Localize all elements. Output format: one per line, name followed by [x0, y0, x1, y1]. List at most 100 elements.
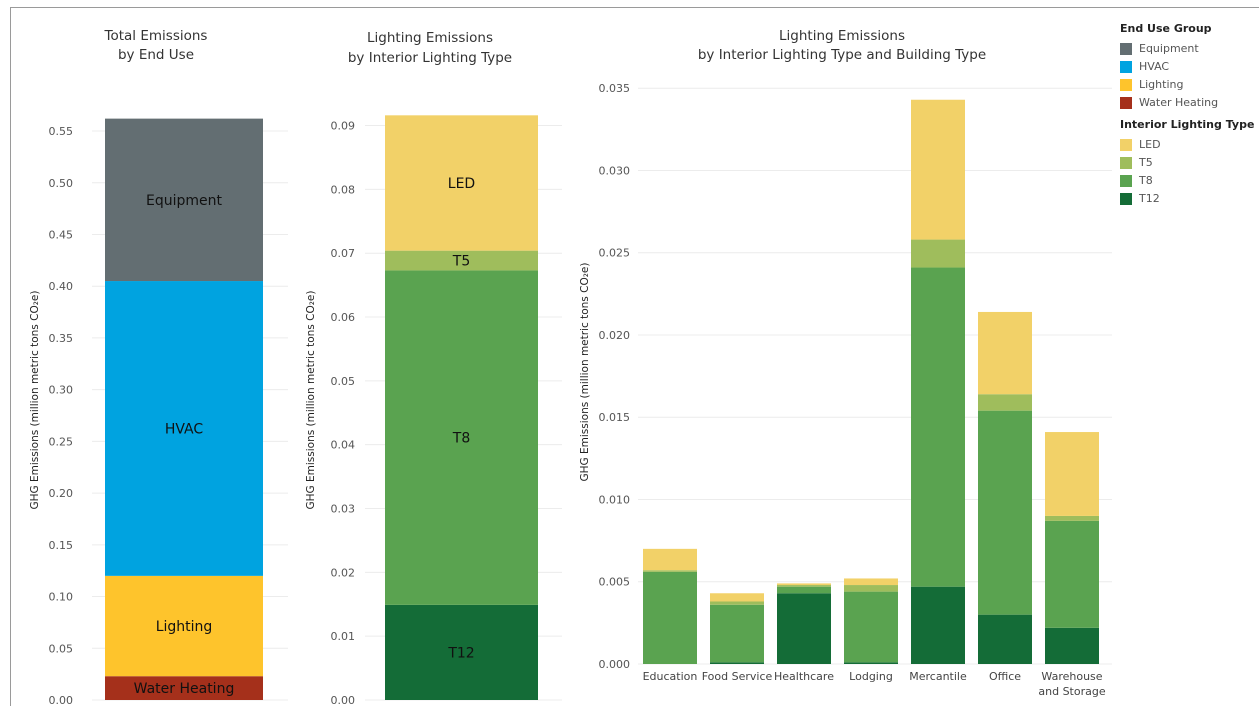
bar-segment-t8	[777, 586, 831, 594]
bar-segment-t5	[385, 250, 538, 271]
bar-segment-led	[978, 311, 1032, 395]
x-category-label: Warehouse	[1041, 670, 1102, 683]
chart-1: Total Emissions by End Use 0.00 0.05 0.10 0.1…	[29, 28, 288, 706]
legend-swatch	[1120, 61, 1132, 73]
y-tick-label: 0.55	[49, 125, 74, 138]
y-tick-label: 0.000	[599, 658, 631, 671]
segment-label: LED	[448, 176, 475, 192]
legend-item[interactable]: LED	[1120, 136, 1255, 154]
bar-segment-t12	[710, 662, 764, 664]
x-category-label: Lodging	[849, 670, 893, 683]
legend-swatch	[1120, 97, 1132, 109]
bar-segment-t12	[844, 662, 898, 664]
bar-segment-t8	[978, 410, 1032, 615]
y-tick-label: 0.07	[331, 247, 356, 260]
y-axis-label: GHG Emissions (million metric tons CO₂e)	[579, 263, 591, 482]
legend-label: LED	[1139, 138, 1161, 151]
y-tick-label: 0.025	[599, 247, 631, 260]
legend-swatch	[1120, 43, 1132, 55]
y-tick-label: 0.01	[331, 630, 356, 643]
segment-label: Lighting	[156, 619, 213, 635]
legend-item[interactable]: Lighting	[1120, 76, 1255, 94]
y-axis-label: GHG Emissions (million metric tons CO₂e)	[305, 291, 317, 510]
y-tick-label: 0.30	[49, 384, 74, 397]
dashboard-border-left	[10, 7, 11, 706]
bar-segment-t5	[844, 585, 898, 592]
bar-segment-t5	[978, 394, 1032, 411]
chart-3: Lighting Emissions by Interior Lighting T…	[579, 28, 1112, 698]
segment-label: HVAC	[165, 421, 204, 437]
legend-swatch	[1120, 193, 1132, 205]
y-tick-label: 0.50	[49, 177, 74, 190]
x-category-label: Mercantile	[909, 670, 967, 683]
y-tick-label: 0.010	[599, 493, 631, 506]
legend-label: Water Heating	[1139, 96, 1219, 109]
bar-segment-led	[1045, 432, 1099, 516]
bar-segment-t8	[710, 604, 764, 663]
bar-segment-hvac	[105, 281, 263, 576]
legend-swatch	[1120, 175, 1132, 187]
segment-label: Equipment	[146, 193, 223, 209]
legend-item[interactable]: T12	[1120, 190, 1255, 208]
chart-title-line: by End Use	[118, 47, 194, 63]
legend-item[interactable]: Equipment	[1120, 40, 1255, 58]
legend-item[interactable]: T5	[1120, 154, 1255, 172]
y-tick-label: 0.00	[331, 694, 356, 706]
y-tick-label: 0.08	[331, 183, 356, 196]
x-category-label: Food Service	[702, 670, 773, 683]
y-tick-label: 0.25	[49, 435, 74, 448]
bar-segment-led	[710, 593, 764, 602]
legend-title: End Use Group	[1120, 22, 1212, 35]
chart-title-line: by Interior Lighting Type	[348, 50, 512, 66]
chart-title-line: Lighting Emissions	[367, 30, 493, 46]
chart-title-line: Total Emissions	[104, 28, 208, 44]
bar-segment-t12	[1045, 627, 1099, 664]
bar-segment-t5	[710, 601, 764, 605]
bar-segment-equipment	[105, 118, 263, 282]
y-tick-label: 0.10	[49, 591, 74, 604]
bar-segment-t5	[1045, 515, 1099, 521]
chart-2: Lighting Emissions by Interior Lighting T…	[305, 30, 562, 706]
legend-item[interactable]: HVAC	[1120, 58, 1255, 76]
y-tick-label: 0.00	[49, 694, 74, 706]
y-tick-label: 0.030	[599, 164, 631, 177]
x-category-label: and Storage	[1038, 685, 1105, 698]
legend-item[interactable]: T8	[1120, 172, 1255, 190]
y-tick-label: 0.035	[599, 82, 631, 95]
segment-label: T8	[452, 431, 470, 447]
segment-label: T12	[447, 645, 474, 661]
y-tick-label: 0.06	[331, 311, 356, 324]
chart-title-line: by Interior Lighting Type and Building T…	[698, 47, 986, 63]
legend-label: Equipment	[1139, 42, 1199, 55]
bar-segment-t8	[911, 267, 965, 587]
legend-item[interactable]: Water Heating	[1120, 94, 1255, 112]
legend-title: Interior Lighting Type	[1120, 118, 1255, 131]
y-tick-label: 0.015	[599, 411, 631, 424]
legend-label: T5	[1139, 156, 1153, 169]
y-tick-label: 0.09	[331, 120, 356, 133]
bar-segment-t8	[385, 270, 538, 605]
bar-segment-t8	[844, 591, 898, 663]
bar-segment-t5	[911, 239, 965, 268]
legend-swatch	[1120, 139, 1132, 151]
bar-segment-t5	[643, 570, 697, 572]
bar-segment-water-heating	[105, 676, 263, 700]
y-tick-label: 0.03	[331, 503, 356, 516]
bar-segment-t8	[1045, 520, 1099, 628]
y-tick-label: 0.40	[49, 280, 74, 293]
legend-label: T12	[1139, 192, 1160, 205]
segment-label: Water Heating	[134, 681, 235, 697]
y-tick-label: 0.02	[331, 566, 356, 579]
bar-segment-t8	[643, 571, 697, 664]
y-tick-label: 0.005	[599, 576, 631, 589]
bar-segment-led	[385, 115, 538, 251]
bar-segment-led	[844, 578, 898, 586]
y-tick-label: 0.05	[49, 642, 74, 655]
chart-title-line: Lighting Emissions	[779, 28, 905, 44]
dashboard-border-top	[10, 7, 1259, 8]
segment-label: T5	[452, 254, 470, 270]
x-category-label: Office	[989, 670, 1021, 683]
bar-segment-t5	[777, 585, 831, 587]
y-tick-label: 0.05	[331, 375, 356, 388]
